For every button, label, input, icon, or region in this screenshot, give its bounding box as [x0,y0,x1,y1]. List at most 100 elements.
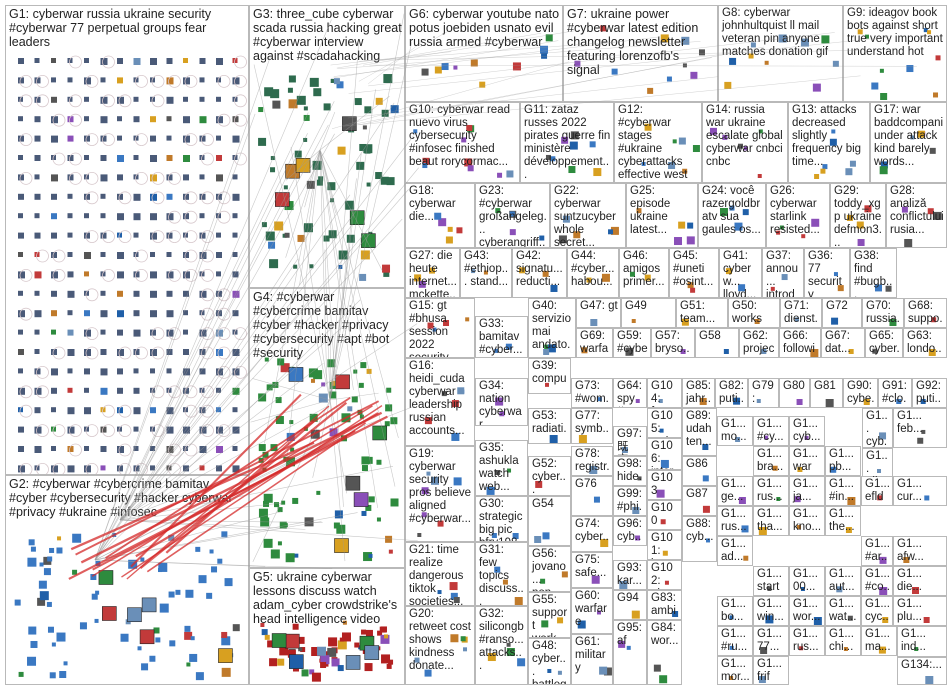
node-avatar [34,135,41,142]
cluster-g101: G101: know... [647,530,682,560]
node-avatar [117,58,123,64]
node-avatar [430,476,439,485]
node-hub [102,606,117,621]
node-avatar [359,273,367,281]
cluster-label: G1... afw... [897,538,924,563]
node-avatar [360,362,367,369]
node-avatar [117,213,124,221]
node-avatar [845,168,853,176]
node-avatar [158,568,163,573]
cluster-g134: G134:... [897,657,947,685]
node-hub [127,607,142,623]
node-avatar [723,349,729,354]
node-avatar [216,368,223,376]
node-avatar [568,166,576,174]
cluster-nodes [825,399,834,407]
cluster-nodes [925,676,934,684]
node-avatar [185,589,194,598]
node-avatar [51,387,57,394]
node-avatar [232,465,240,473]
cluster-nodes [578,435,587,443]
cluster-g2: G2: #cyberwar #cybercrime bamitav #cyber… [5,475,249,685]
cluster-gx15: G1... cur... [893,476,947,506]
node-avatar [668,162,676,170]
node-avatar [687,282,694,289]
cluster-nodes [846,205,872,246]
cluster-label: G41: cyberw... lloyd... [723,250,757,298]
node-avatar [879,587,888,595]
node-avatar [284,232,290,238]
node-avatar [140,557,145,562]
node-avatar [137,646,142,651]
cluster-label: G1... #ar... [865,538,890,565]
node-avatar [486,486,495,495]
cluster-nodes [796,525,801,530]
node-avatar [199,368,206,375]
node-avatar [847,497,856,505]
cluster-nodes [920,399,926,404]
node-avatar [664,580,669,585]
node-avatar [658,399,663,403]
node-loop [36,365,49,379]
node-avatar [535,480,543,488]
cluster-g3: G3: three_cube cyberwar scada russia hac… [249,5,405,288]
cluster-nodes [738,497,746,504]
node-avatar [383,74,393,84]
node-avatar [221,636,231,646]
node-avatar [829,138,837,146]
node-avatar [906,65,914,73]
node-avatar [232,193,240,201]
cluster-label: G62: projec... [743,330,775,357]
cluster-g67: G67: dat... [821,328,865,358]
cluster-gx5: G1... cyb... [789,416,825,446]
cluster-label: G54 [532,498,554,510]
node-avatar [647,87,654,94]
node-avatar [541,52,548,59]
cluster-label: G1... mo... [721,418,747,443]
cluster-g8: G8: cyberwar johnhultquist ll mail veter… [718,5,843,102]
node-avatar [216,271,221,277]
node-loop [19,385,33,399]
node-avatar [310,378,315,383]
node-avatar [309,413,318,422]
node-loop [36,75,49,88]
cluster-label: G52: cyber... gabryb... [532,458,566,496]
node-avatar [328,637,338,647]
cluster-label: G14: russia war ukraine escalate global … [706,104,783,168]
node-avatar [414,657,420,663]
node-avatar [18,349,24,355]
cluster-label: G27: die heute internet... mckette... [409,250,457,298]
node-avatar [183,96,188,102]
node-avatar [879,556,887,564]
node-avatar [729,205,735,211]
node-avatar [359,414,364,419]
node-hub [284,633,300,649]
node-avatar [232,624,240,632]
node-avatar [294,553,299,558]
node-avatar [51,465,58,473]
node-avatar [216,446,223,453]
node-avatar [18,174,24,181]
cluster-nodes [637,476,642,481]
node-avatar [361,465,368,472]
node-avatar [351,396,358,403]
node-loop [52,424,66,438]
node-avatar [344,200,354,210]
cluster-g100: G100 [647,500,682,530]
cluster-g99: G99: #phi... [613,486,647,516]
node-avatar [450,634,459,643]
cluster-nodes [724,34,839,92]
node-loop [69,94,82,108]
cluster-g1: G1: cyberwar russia ukraine security #cy… [5,5,249,475]
node-avatar [84,232,90,239]
node-avatar [320,655,330,665]
node-avatar [872,348,878,354]
node-avatar [800,587,805,591]
node-avatar [354,642,360,648]
node-avatar [195,546,201,552]
node-avatar [570,131,579,140]
node-avatar [260,623,265,628]
cluster-gx8: G1... pb... [825,446,861,476]
node-avatar [320,661,327,668]
